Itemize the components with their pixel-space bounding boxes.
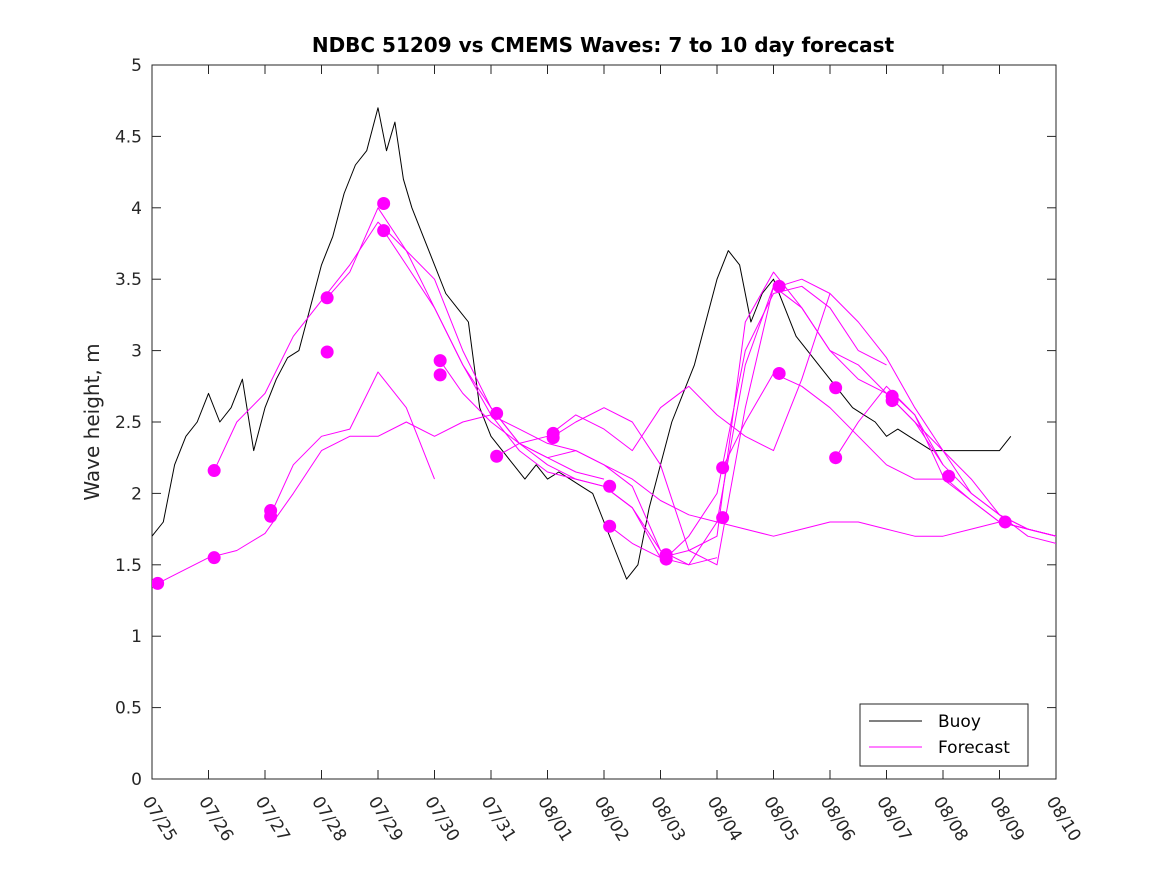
forecast-marker xyxy=(490,449,504,463)
y-tick-label: 4 xyxy=(131,199,142,219)
chart-title: NDBC 51209 vs CMEMS Waves: 7 to 10 day f… xyxy=(312,33,895,57)
forecast-marker xyxy=(152,576,165,590)
legend: Buoy Forecast xyxy=(859,703,1029,767)
forecast-marker xyxy=(716,511,730,525)
forecast-marker xyxy=(603,519,617,533)
forecast-marker xyxy=(885,394,899,408)
forecast-marker xyxy=(264,509,278,523)
forecast-marker xyxy=(829,451,843,465)
y-tick-label: 1 xyxy=(131,627,142,647)
axes-box xyxy=(151,64,1057,780)
y-tick-label: 1.5 xyxy=(115,556,142,576)
buoy-series-line xyxy=(152,107,1012,580)
forecast-series-line xyxy=(891,393,1056,537)
legend-label: Buoy xyxy=(938,712,981,732)
forecast-marker xyxy=(207,464,221,478)
y-tick-label: 4.5 xyxy=(115,127,142,147)
forecast-series-line xyxy=(270,371,435,516)
y-tick-label: 0.5 xyxy=(115,699,142,719)
y-tick-label: 3.5 xyxy=(115,270,142,290)
y-axis-title: Wave height, m xyxy=(80,343,104,500)
forecast-marker xyxy=(829,381,843,395)
forecast-series-line xyxy=(835,385,1056,537)
forecast-marker xyxy=(207,551,221,565)
forecast-marker xyxy=(433,368,447,382)
forecast-marker xyxy=(659,552,673,566)
forecast-marker xyxy=(772,279,786,293)
y-tick-label: 5 xyxy=(131,56,142,76)
y-tick-label: 0 xyxy=(131,770,142,790)
forecast-marker xyxy=(716,461,730,475)
forecast-series-line xyxy=(665,285,887,559)
forecast-series-line xyxy=(439,286,774,566)
forecast-marker xyxy=(603,479,617,493)
forecast-marker xyxy=(377,224,391,238)
legend-label: Forecast xyxy=(938,738,1010,758)
forecast-marker xyxy=(433,354,447,368)
forecast-marker xyxy=(942,469,956,483)
forecast-marker xyxy=(377,197,391,211)
y-tick-label: 3 xyxy=(131,342,142,362)
y-tick-label: 2.5 xyxy=(115,413,142,433)
forecast-marker xyxy=(320,345,334,359)
data-layer xyxy=(152,107,1056,590)
forecast-marker xyxy=(772,366,786,380)
legend-box xyxy=(859,703,1029,767)
forecast-marker xyxy=(320,291,334,305)
forecast-marker xyxy=(546,431,560,445)
forecast-marker xyxy=(998,515,1012,529)
forecast-series-line xyxy=(552,285,944,566)
forecast-marker xyxy=(490,406,504,420)
y-tick-label: 2 xyxy=(131,484,142,504)
